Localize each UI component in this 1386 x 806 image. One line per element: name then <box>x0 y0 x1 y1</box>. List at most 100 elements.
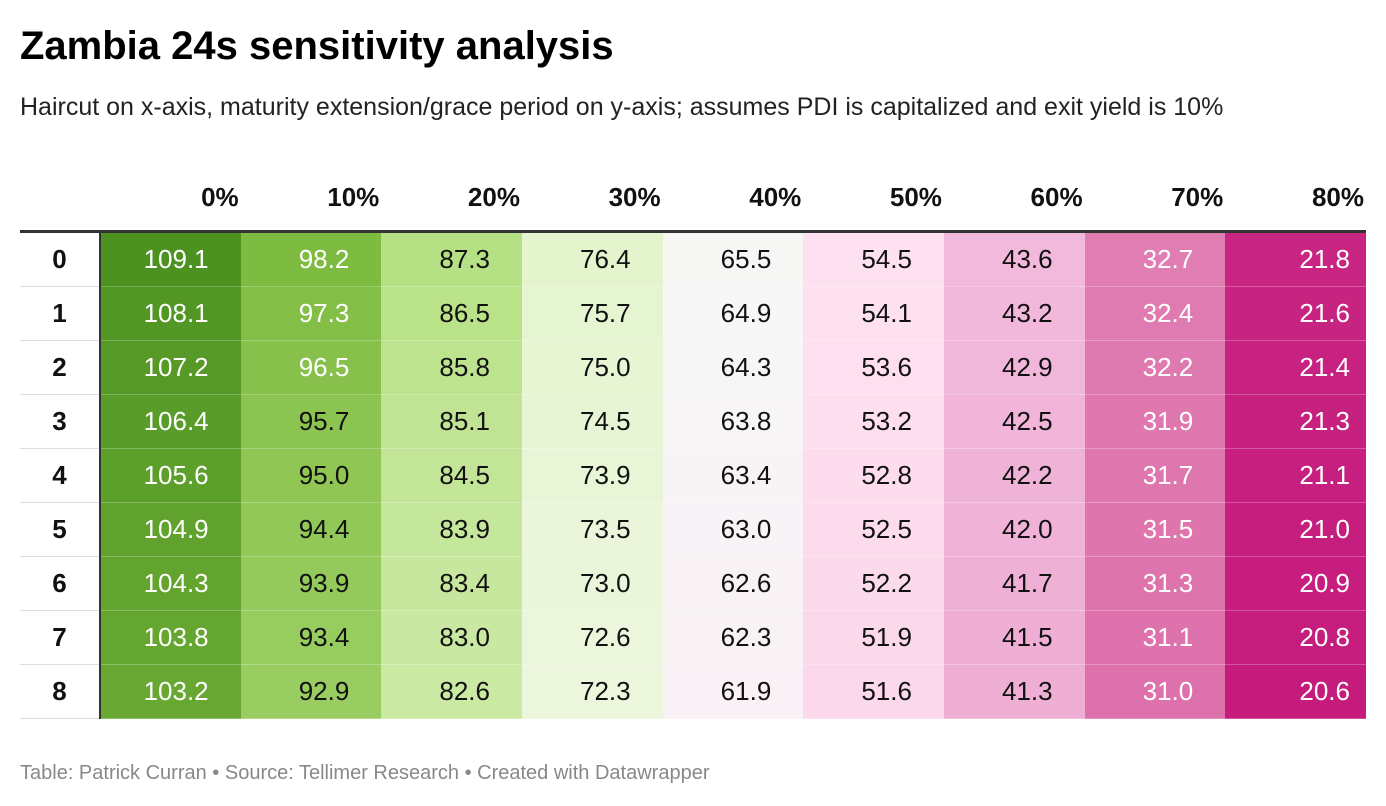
table-row: 0 109.1 98.2 87.3 76.4 65.5 54.5 43.6 32.7 21.8 <box>20 231 1366 287</box>
heatmap-cell: 64.9 <box>662 286 804 341</box>
heatmap-cell: 31.1 <box>1084 610 1226 665</box>
heatmap-cell: 65.5 <box>662 231 804 287</box>
heatmap-cell: 53.2 <box>803 394 944 449</box>
heatmap-cell: 74.5 <box>521 394 663 449</box>
heatmap-cell: 83.0 <box>381 610 522 665</box>
heatmap-cell: 109.1 <box>100 231 241 287</box>
table-row: 1 108.1 97.3 86.5 75.7 64.9 54.1 43.2 32.4 21.6 <box>20 286 1366 341</box>
heatmap-cell: 20.6 <box>1225 664 1366 719</box>
column-header: 10% <box>240 164 382 233</box>
heatmap-cell: 41.3 <box>943 664 1085 719</box>
heatmap-cell: 98.2 <box>240 231 382 287</box>
heatmap-cell: 31.5 <box>1084 502 1226 557</box>
heatmap-cell: 31.7 <box>1084 448 1226 503</box>
table-row: 7 103.8 93.4 83.0 72.6 62.3 51.9 41.5 31.1 20.8 <box>20 610 1366 665</box>
table-row: 5 104.9 94.4 83.9 73.5 63.0 52.5 42.0 31.5 21.0 <box>20 502 1366 557</box>
chart-title: Zambia 24s sensitivity analysis <box>20 24 614 68</box>
heatmap-cell: 93.4 <box>240 610 382 665</box>
heatmap-cell: 106.4 <box>100 394 241 449</box>
heatmap-cell: 94.4 <box>240 502 382 557</box>
heatmap-cell: 54.1 <box>803 286 944 341</box>
corner-cell <box>20 164 100 233</box>
row-label: 1 <box>20 286 101 341</box>
table-row: 2 107.2 96.5 85.8 75.0 64.3 53.6 42.9 32.2 21.4 <box>20 340 1366 395</box>
heatmap-cell: 83.4 <box>381 556 522 611</box>
heatmap-cell: 73.0 <box>521 556 663 611</box>
heatmap-cell: 104.9 <box>100 502 241 557</box>
heatmap-cell: 21.6 <box>1225 286 1366 341</box>
heatmap-table: 0% 10% 20% 30% 40% 50% 60% 70% 80% 0 109.1 98.2 87.… <box>20 164 1366 719</box>
heatmap-cell: 105.6 <box>100 448 241 503</box>
column-header: 60% <box>943 164 1085 233</box>
heatmap-cell: 21.3 <box>1225 394 1366 449</box>
heatmap-cell: 73.9 <box>521 448 663 503</box>
heatmap-cell: 96.5 <box>240 340 382 395</box>
heatmap-cell: 95.7 <box>240 394 382 449</box>
heatmap-cell: 61.9 <box>662 664 804 719</box>
row-label: 4 <box>20 448 101 503</box>
heatmap-cell: 92.9 <box>240 664 382 719</box>
heatmap-cell: 42.2 <box>943 448 1085 503</box>
row-label: 5 <box>20 502 101 557</box>
heatmap-cell: 85.8 <box>381 340 522 395</box>
heatmap-cell: 73.5 <box>521 502 663 557</box>
heatmap-cell: 31.9 <box>1084 394 1226 449</box>
heatmap-cell: 75.0 <box>521 340 663 395</box>
heatmap-cell: 52.5 <box>803 502 944 557</box>
column-header-row: 0% 10% 20% 30% 40% 50% 60% 70% 80% <box>20 164 1366 233</box>
heatmap-cell: 103.8 <box>100 610 241 665</box>
table-body: 0 109.1 98.2 87.3 76.4 65.5 54.5 43.6 32.7 21.8 1 1… <box>20 231 1366 719</box>
column-header: 70% <box>1084 164 1226 233</box>
heatmap-cell: 43.2 <box>943 286 1085 341</box>
row-label: 3 <box>20 394 101 449</box>
heatmap-cell: 72.3 <box>521 664 663 719</box>
heatmap-cell: 54.5 <box>803 231 944 287</box>
heatmap-cell: 41.7 <box>943 556 1085 611</box>
heatmap-cell: 75.7 <box>521 286 663 341</box>
row-label: 0 <box>20 231 101 287</box>
row-label: 7 <box>20 610 101 665</box>
heatmap-cell: 63.8 <box>662 394 804 449</box>
heatmap-cell: 93.9 <box>240 556 382 611</box>
row-label: 2 <box>20 340 101 395</box>
heatmap-cell: 31.3 <box>1084 556 1226 611</box>
heatmap-cell: 51.9 <box>803 610 944 665</box>
heatmap-cell: 32.4 <box>1084 286 1226 341</box>
heatmap-cell: 51.6 <box>803 664 944 719</box>
heatmap-cell: 63.4 <box>662 448 804 503</box>
heatmap-cell: 85.1 <box>381 394 522 449</box>
heatmap-cell: 52.2 <box>803 556 944 611</box>
heatmap-cell: 41.5 <box>943 610 1085 665</box>
table-row: 8 103.2 92.9 82.6 72.3 61.9 51.6 41.3 31.0 20.6 <box>20 664 1366 719</box>
heatmap-cell: 42.5 <box>943 394 1085 449</box>
row-label: 6 <box>20 556 101 611</box>
row-label: 8 <box>20 664 101 719</box>
heatmap-cell: 104.3 <box>100 556 241 611</box>
source-footer: Table: Patrick Curran • Source: Tellimer… <box>20 762 710 784</box>
heatmap-cell: 20.8 <box>1225 610 1366 665</box>
heatmap-cell: 95.0 <box>240 448 382 503</box>
table-row: 6 104.3 93.9 83.4 73.0 62.6 52.2 41.7 31.3 20.9 <box>20 556 1366 611</box>
heatmap-cell: 108.1 <box>100 286 241 341</box>
heatmap-cell: 21.4 <box>1225 340 1366 395</box>
heatmap-cell: 21.0 <box>1225 502 1366 557</box>
heatmap-cell: 20.9 <box>1225 556 1366 611</box>
column-header: 0% <box>100 164 241 233</box>
heatmap-cell: 103.2 <box>100 664 241 719</box>
heatmap-cell: 21.1 <box>1225 448 1366 503</box>
heatmap-cell: 64.3 <box>662 340 804 395</box>
heatmap-cell: 83.9 <box>381 502 522 557</box>
column-header: 50% <box>803 164 944 233</box>
heatmap-cell: 32.7 <box>1084 231 1226 287</box>
chart-subtitle: Haircut on x-axis, maturity extension/gr… <box>20 93 1224 121</box>
heatmap-cell: 32.2 <box>1084 340 1226 395</box>
heatmap-cell: 82.6 <box>381 664 522 719</box>
heatmap-cell: 63.0 <box>662 502 804 557</box>
table-row: 4 105.6 95.0 84.5 73.9 63.4 52.8 42.2 31.7 21.1 <box>20 448 1366 503</box>
column-header: 40% <box>662 164 804 233</box>
heatmap-cell: 31.0 <box>1084 664 1226 719</box>
heatmap-cell: 86.5 <box>381 286 522 341</box>
heatmap-cell: 76.4 <box>521 231 663 287</box>
heatmap-cell: 107.2 <box>100 340 241 395</box>
heatmap-cell: 62.6 <box>662 556 804 611</box>
